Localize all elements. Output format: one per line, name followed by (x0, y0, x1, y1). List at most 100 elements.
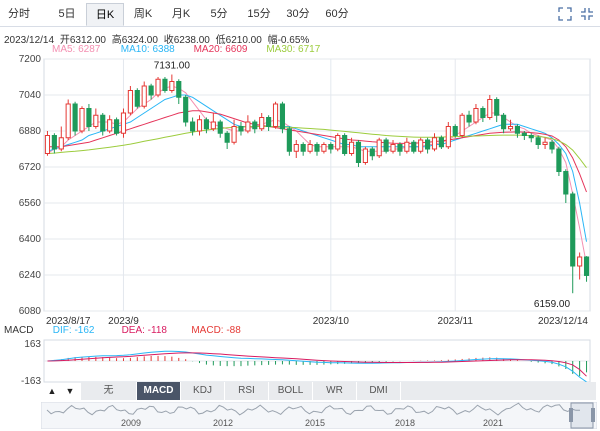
candle (272, 101, 279, 129)
candle-body (252, 121, 258, 130)
quote-date: 2023/12/14 (4, 35, 55, 46)
price-annotation: 6159.00 (534, 299, 571, 310)
main-panel-frame (43, 58, 591, 312)
candle-body (141, 85, 147, 107)
candle-body (72, 103, 78, 132)
x-tick-label: 2023/8/17 (46, 316, 91, 327)
candle (528, 133, 534, 143)
candle-body (107, 119, 113, 132)
candle (438, 135, 444, 149)
candle-body (272, 103, 279, 127)
candle (238, 122, 244, 136)
open-label: 开 (59, 35, 70, 46)
candle-body (127, 90, 133, 114)
candle-body (231, 126, 237, 143)
navigator-sparkline[interactable]: 2009 2012 2015 2018 2021 (40, 401, 598, 430)
candle (335, 133, 341, 152)
indicator-tab-无[interactable]: 无 (81, 382, 137, 400)
indicator-tab-RSI[interactable]: RSI (225, 382, 269, 400)
y-tick-label: 7040 (19, 90, 42, 101)
x-tick-label: 2023/11 (438, 316, 474, 327)
tab-5日[interactable]: 5日 (58, 8, 76, 20)
candle-body (507, 126, 514, 130)
candle-body (190, 121, 196, 132)
candle-body (279, 103, 286, 130)
candle (328, 142, 334, 154)
candle (107, 115, 113, 134)
candle (169, 74, 175, 93)
y-tick-label: 6080 (19, 306, 42, 317)
candle-body (494, 99, 500, 116)
candle-body (176, 81, 182, 98)
candle (369, 146, 375, 161)
change-value: -0.65% (277, 35, 310, 46)
ma-legend: MA5: 6287 MA10: 6388 MA20: 6609 MA30: 67… (4, 44, 336, 55)
indicator-tab-KDJ[interactable]: KDJ (181, 382, 225, 400)
candle-body (480, 108, 486, 118)
tab-分时[interactable]: 分时 (8, 8, 30, 20)
candle (120, 108, 127, 138)
navigator-range-window (570, 402, 594, 429)
candle-body (51, 135, 57, 150)
close-value: 6238.00 (173, 35, 210, 46)
candle-body (238, 126, 244, 132)
candle-body (224, 132, 230, 143)
tab-周K[interactable]: 周K (133, 8, 153, 20)
candle-body (120, 112, 127, 134)
candle (252, 119, 258, 134)
low-value: 6210.00 (225, 35, 262, 46)
close-label: 收 (163, 35, 174, 46)
candle (100, 113, 106, 136)
candle (480, 106, 486, 122)
high-value: 6324.00 (121, 35, 158, 46)
y-tick-label: 7200 (19, 54, 42, 65)
candle-body (79, 108, 85, 132)
candle (113, 117, 120, 136)
candle (577, 252, 583, 280)
tab-15分[interactable]: 15分 (247, 8, 271, 20)
candle-body (65, 103, 71, 139)
indicator-tab-DMI[interactable]: DMI (357, 382, 401, 400)
candle-body (259, 117, 265, 130)
candle-body (501, 114, 507, 130)
ma-line-MA30 (47, 126, 587, 168)
candle-body (155, 78, 161, 96)
overview-navigator[interactable]: 2009 2012 2015 2018 2021 (40, 401, 598, 430)
indicator-prev-button[interactable]: ▲ (47, 386, 57, 396)
candle (418, 137, 424, 154)
indicator-tab-BOLL[interactable]: BOLL (269, 382, 313, 400)
candle (521, 131, 527, 140)
candle (231, 119, 237, 145)
tab-60分[interactable]: 60分 (325, 8, 349, 20)
tab-5分[interactable]: 5分 (210, 8, 228, 20)
candle-body (431, 137, 438, 150)
tab-月K[interactable]: 月K (171, 8, 191, 20)
candle-body (570, 193, 576, 267)
high-label: 高 (111, 35, 122, 46)
candle-body (452, 126, 458, 136)
navigator-year-label: 2018 (395, 418, 415, 428)
expand-icon[interactable] (558, 7, 572, 21)
tab-日K[interactable]: 日K (86, 3, 124, 26)
candle-body (300, 144, 306, 152)
indicator-next-button[interactable]: ▼ (65, 386, 75, 396)
restore-icon[interactable] (580, 7, 594, 21)
candle-body (397, 144, 403, 152)
candle (148, 83, 154, 100)
indicator-tab-WR[interactable]: WR (313, 382, 357, 400)
tab-30分[interactable]: 30分 (286, 8, 310, 20)
candle-body (148, 85, 154, 96)
indicator-tab-MACD[interactable]: MACD (137, 382, 181, 400)
navigator-sparkline-path (46, 402, 581, 416)
candle (321, 142, 327, 154)
candle-body (134, 90, 140, 107)
indicator-tab-bar: 无 MACD KDJ RSI BOLL WR DMI (41, 382, 597, 400)
low-label: 低 (215, 35, 226, 46)
candle (473, 104, 479, 125)
candle (217, 119, 223, 138)
candle-body (342, 135, 348, 154)
candle (162, 77, 168, 93)
candle (196, 115, 203, 136)
candle-body (556, 148, 562, 172)
